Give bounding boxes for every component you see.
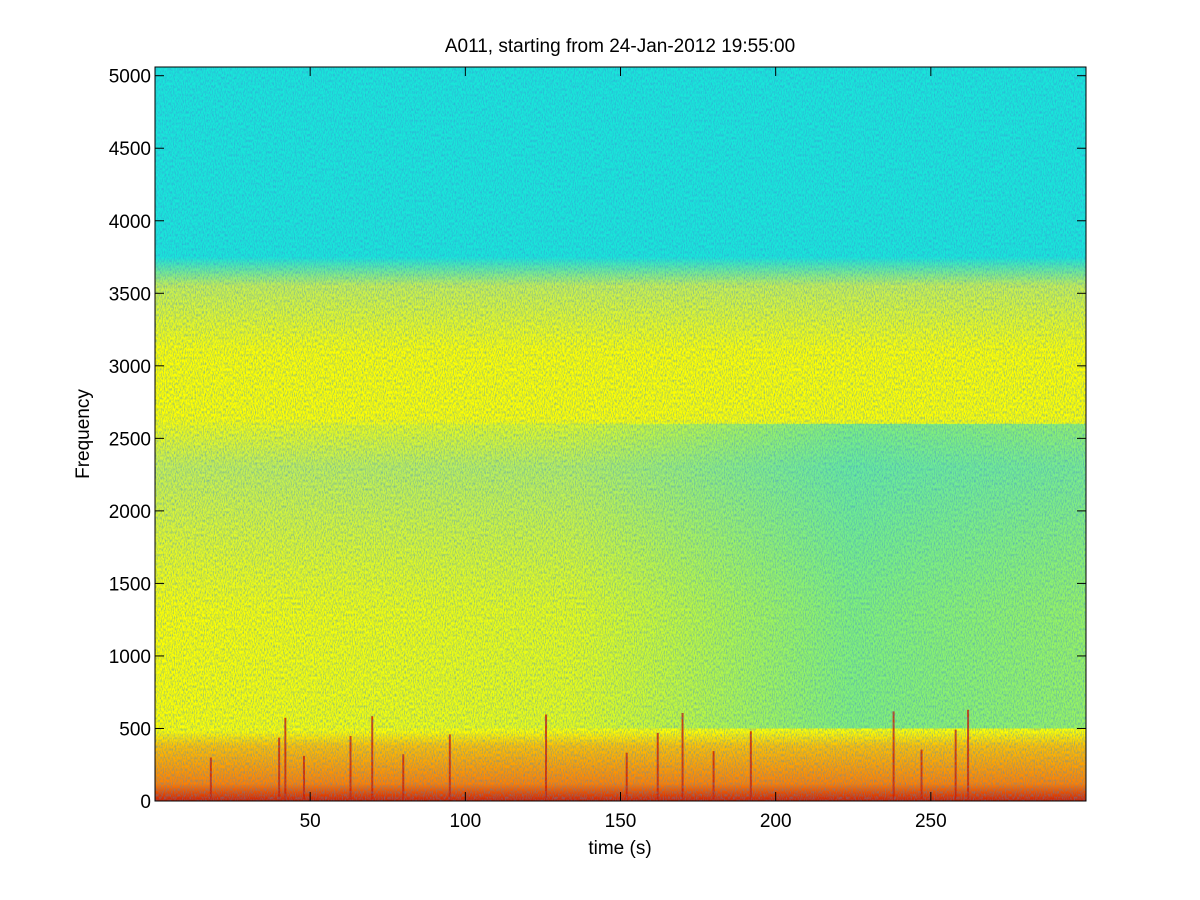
x-tick-label: 250 [915,811,947,832]
x-tick-label: 150 [605,811,637,832]
y-tick-label: 3500 [109,284,151,305]
plot-area [155,67,1086,801]
x-axis: 50 100 150 200 250 [300,67,947,832]
y-axis: 0 500 1000 1500 2000 2500 3000 3500 4000 4500 5000 [109,67,1086,813]
y-tick-label: 4000 [109,212,151,233]
y-tick-label: 0 [140,792,151,813]
y-tick-label: 1500 [109,574,151,595]
y-tick-label: 3000 [109,357,151,378]
x-tick-label: 200 [760,811,792,832]
y-tick-label: 2000 [109,502,151,523]
y-tick-label: 2500 [109,429,151,450]
y-tick-label: 4500 [109,139,151,160]
y-axis-label: Frequency [73,389,94,479]
y-tick-label: 5000 [109,67,151,88]
noise-speckle [155,67,1086,801]
y-tick-label: 500 [119,719,151,740]
y-tick-label: 1000 [109,647,151,668]
x-tick-label: 100 [449,811,481,832]
chart-title: A011, starting from 24-Jan-2012 19:55:00 [445,36,795,57]
x-tick-label: 50 [300,811,321,832]
x-axis-label: time (s) [588,838,651,859]
